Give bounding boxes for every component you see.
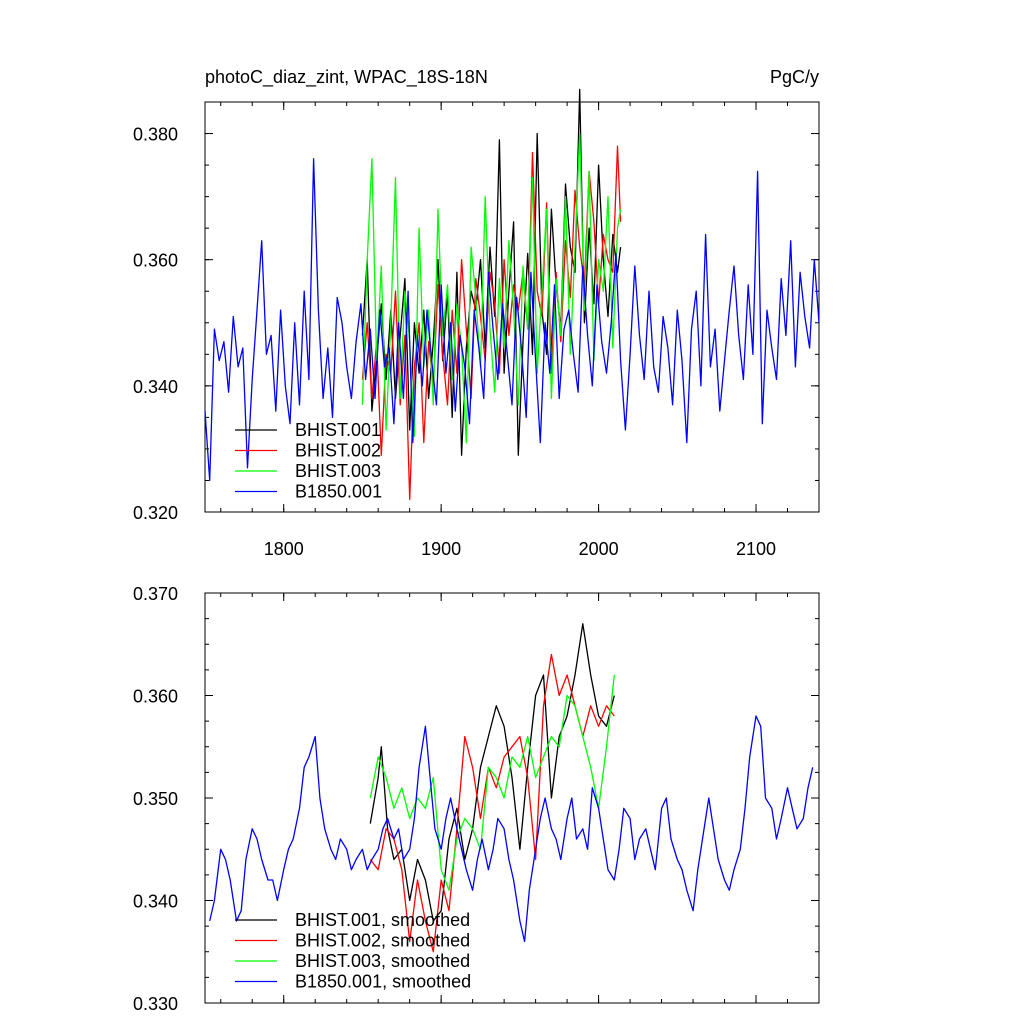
units-label: PgC/y xyxy=(770,67,819,87)
series-line-bhist-003-smoothed xyxy=(369,674,615,891)
legend-label: BHIST.002, smoothed xyxy=(295,931,470,951)
legend-label: B1850.001, smoothed xyxy=(295,972,471,992)
y-tick-label: 0.340 xyxy=(133,377,178,397)
chart-title: photoC_diaz_zint, WPAC_18S-18N xyxy=(205,67,488,88)
series-line-bhist-002-smoothed xyxy=(369,653,615,953)
legend-label: BHIST.003 xyxy=(295,461,381,481)
series-line-bhist-003 xyxy=(361,132,622,444)
plot-frame xyxy=(204,101,820,513)
x-tick-label: 2000 xyxy=(579,539,619,559)
series-line-bhist-002 xyxy=(361,145,622,501)
y-tick-label: 0.350 xyxy=(133,789,178,809)
y-tick-label: 0.360 xyxy=(133,251,178,271)
y-tick-label: 0.330 xyxy=(133,994,178,1014)
legend-label: BHIST.002 xyxy=(295,441,381,461)
series-line-b1850-001 xyxy=(204,158,820,482)
y-tick-label: 0.380 xyxy=(133,125,178,145)
series-line-bhist-001-smoothed xyxy=(369,623,615,922)
series-line-b1850-001-smoothed xyxy=(209,715,814,943)
top-panel: photoC_diaz_zint, WPAC_18S-18N PgC/y 0.3… xyxy=(133,67,820,559)
bottom-panel: 0.330 0.340 0.350 0.360 0.370 BHIST.001, smoo… xyxy=(133,584,820,1014)
y-tick-label: 0.360 xyxy=(133,687,178,707)
x-tick-label: 2100 xyxy=(736,539,776,559)
y-tick-label: 0.370 xyxy=(133,584,178,604)
legend-label: BHIST.003, smoothed xyxy=(295,951,470,971)
y-tick-label: 0.340 xyxy=(133,892,178,912)
y-tick-label: 0.320 xyxy=(133,503,178,523)
x-tick-label: 1900 xyxy=(421,539,461,559)
legend-label: B1850.001 xyxy=(295,482,382,502)
legend-label: BHIST.001 xyxy=(295,420,381,440)
x-tick-label: 1800 xyxy=(264,539,304,559)
legend-label: BHIST.001, smoothed xyxy=(295,910,470,930)
